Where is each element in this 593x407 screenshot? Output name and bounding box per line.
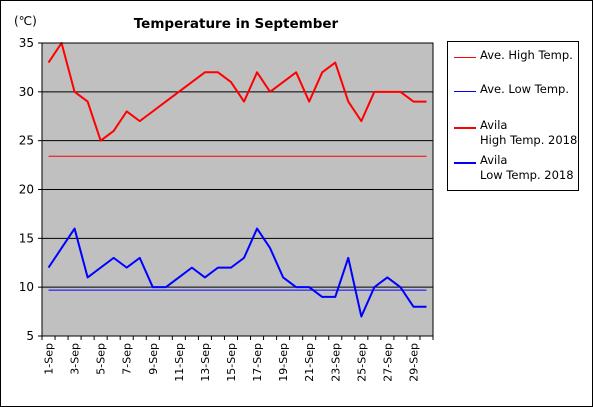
x-tick-label: 5-Sep <box>95 343 108 375</box>
y-tick-label: 15 <box>19 231 34 245</box>
x-tick-label: 1-Sep <box>43 343 56 375</box>
y-axis-unit: (℃) <box>14 14 37 28</box>
legend-swatch <box>454 57 476 58</box>
plot-border <box>41 42 434 337</box>
legend-swatch <box>454 127 476 129</box>
legend-label: Ave. High Temp. <box>480 48 573 62</box>
x-tick-label: 13-Sep <box>199 343 212 382</box>
series-line-3 <box>47 227 427 318</box>
y-tick-label: 5 <box>26 329 34 343</box>
x-tick-label: 27-Sep <box>381 343 394 382</box>
legend-label: Avila Low Temp. 2018 <box>480 153 574 182</box>
y-tick-label: 35 <box>19 36 34 50</box>
y-tick-label: 30 <box>19 85 34 99</box>
y-tick-label: 10 <box>19 280 34 294</box>
legend-swatch <box>454 162 476 164</box>
y-tick-label: 25 <box>19 134 34 148</box>
x-tick-label: 3-Sep <box>69 343 82 375</box>
x-tick-label: 11-Sep <box>173 343 186 382</box>
x-tick-label: 25-Sep <box>355 343 368 382</box>
x-tick-label: 15-Sep <box>225 343 238 382</box>
legend-label: Ave. Low Temp. <box>480 82 569 96</box>
x-tick-label: 17-Sep <box>251 343 264 382</box>
x-tick-label: 29-Sep <box>407 343 420 382</box>
x-tick-label: 9-Sep <box>147 343 160 375</box>
x-tick-label: 7-Sep <box>121 343 134 375</box>
x-tick-label: 21-Sep <box>303 343 316 382</box>
legend: Ave. High Temp. Ave. Low Temp. Avila High T… <box>447 41 579 191</box>
x-tick-label: 19-Sep <box>277 343 290 382</box>
chart-title: Temperature in September <box>134 16 339 32</box>
series-line-2 <box>47 42 427 142</box>
legend-swatch <box>454 91 476 92</box>
y-tick-label: 20 <box>19 183 34 197</box>
x-tick-label: 23-Sep <box>329 343 342 382</box>
legend-label: Avila High Temp. 2018 <box>480 118 578 147</box>
